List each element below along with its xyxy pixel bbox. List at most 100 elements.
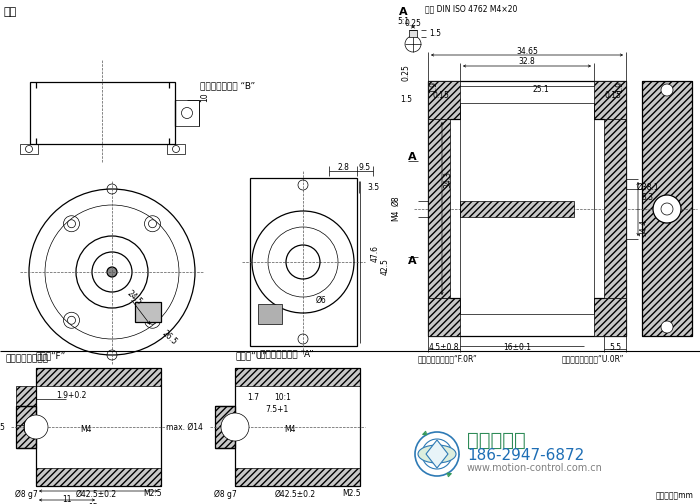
Text: Ø8 g7: Ø8 g7 [15, 489, 37, 498]
Text: 轴套: 轴套 [4, 7, 18, 17]
Bar [642, 81, 692, 336]
Text: 26.5: 26.5 [160, 329, 178, 347]
Text: 34.4: 34.4 [640, 219, 648, 235]
Text: 1.5: 1.5 [429, 29, 441, 37]
Text: Ø37.5: Ø37.5 [0, 422, 6, 431]
Bar [235, 468, 360, 486]
Bar [428, 119, 450, 298]
Bar [235, 368, 360, 386]
Bar [36, 368, 161, 486]
Text: M4: M4 [80, 424, 92, 433]
Text: 25.1: 25.1 [533, 85, 550, 94]
Text: 5.5: 5.5 [609, 343, 621, 351]
Circle shape [24, 415, 48, 439]
Text: 34.3: 34.3 [444, 170, 452, 187]
Text: 186-2947-6872: 186-2947-6872 [467, 448, 584, 463]
Text: 0.15: 0.15 [605, 92, 622, 100]
Text: Ø8: Ø8 [391, 196, 400, 206]
Circle shape [107, 267, 117, 277]
Polygon shape [426, 440, 448, 468]
Text: 10:1: 10:1 [274, 393, 291, 402]
Text: M2.5: M2.5 [144, 489, 162, 498]
Bar [594, 81, 626, 119]
Text: max. Ø14: max. Ø14 [166, 422, 203, 431]
Circle shape [148, 220, 157, 228]
Circle shape [148, 317, 157, 324]
Bar [258, 304, 282, 324]
Bar [16, 386, 36, 425]
Text: 42.5: 42.5 [381, 259, 389, 276]
Text: Ø38.1: Ø38.1 [637, 182, 659, 192]
Text: 8.3: 8.3 [642, 193, 654, 202]
Text: 连接：轴向电缆 “A”: 连接：轴向电缆 “A” [260, 349, 314, 358]
Text: M2.5: M2.5 [343, 489, 361, 498]
Text: M4: M4 [391, 209, 400, 221]
Text: 1.9: 1.9 [430, 81, 438, 93]
Bar [250, 178, 357, 346]
Circle shape [422, 439, 452, 469]
Text: 0.15: 0.15 [433, 92, 449, 100]
Text: 要求的匹配轴尺寸: 要求的匹配轴尺寸 [5, 354, 48, 363]
Bar [16, 406, 36, 448]
Text: 7.5+1: 7.5+1 [265, 405, 288, 413]
Text: Ø6: Ø6 [316, 295, 326, 304]
Bar [428, 298, 460, 336]
Bar [428, 81, 460, 119]
Text: 法兰，保护，轴：“F.0R”: 法兰，保护，轴：“F.0R” [418, 354, 477, 363]
Text: 9.5: 9.5 [359, 163, 371, 172]
Text: A: A [407, 152, 416, 162]
Bar [594, 298, 626, 336]
Bar [460, 103, 594, 314]
Bar [20, 144, 38, 154]
Text: 4.5±0.8: 4.5±0.8 [428, 343, 459, 351]
Circle shape [67, 317, 76, 324]
Circle shape [415, 432, 459, 476]
FancyBboxPatch shape [135, 302, 161, 322]
Text: 32.8: 32.8 [519, 57, 536, 67]
Text: 2.8: 2.8 [337, 163, 349, 172]
Text: Ø42.5±0.2: Ø42.5±0.2 [274, 489, 316, 498]
Bar [36, 368, 161, 386]
Circle shape [661, 203, 673, 215]
Ellipse shape [418, 445, 456, 463]
Circle shape [67, 220, 76, 228]
Bar [642, 81, 692, 336]
Text: 法兰：“F”: 法兰：“F” [36, 351, 66, 360]
Text: A: A [399, 7, 407, 17]
Text: 连接：径向电缆 “B”: 连接：径向电缆 “B” [200, 82, 255, 91]
Text: A: A [407, 256, 416, 266]
Bar [215, 406, 235, 448]
Text: www.motion-control.com.cn: www.motion-control.com.cn [467, 463, 603, 473]
Text: 0.25: 0.25 [405, 19, 421, 28]
Text: 1.9: 1.9 [615, 81, 624, 93]
Circle shape [661, 84, 673, 96]
Text: 法兰，保护，轴：“U.0R”: 法兰，保护，轴：“U.0R” [562, 354, 624, 363]
Text: 贺钉 DIN ISO 4762 M4×20: 贺钉 DIN ISO 4762 M4×20 [425, 5, 517, 14]
Text: 47.6: 47.6 [370, 245, 379, 263]
Circle shape [653, 195, 681, 223]
Bar [175, 100, 199, 126]
Text: 10: 10 [200, 92, 209, 102]
Bar [167, 144, 185, 154]
Bar [235, 368, 360, 486]
Circle shape [661, 321, 673, 333]
Bar [36, 468, 161, 486]
Text: 西安德伍拓: 西安德伍拓 [467, 430, 526, 450]
Text: 5:1: 5:1 [397, 18, 409, 27]
Bar [428, 81, 626, 336]
Text: M4: M4 [284, 424, 295, 433]
Bar [460, 201, 574, 217]
Text: 11: 11 [62, 495, 71, 504]
Text: 尺寸单位：mm: 尺寸单位：mm [656, 491, 694, 500]
Text: 1.7: 1.7 [247, 393, 259, 402]
Bar [604, 119, 626, 298]
Text: 0.25: 0.25 [402, 65, 410, 82]
Text: Ø8 g7: Ø8 g7 [214, 489, 237, 498]
Text: 24.5: 24.5 [125, 289, 144, 307]
Text: Ø42.5±0.2: Ø42.5±0.2 [76, 489, 117, 498]
Text: 16±0.1: 16±0.1 [503, 343, 531, 351]
Circle shape [221, 413, 249, 441]
Text: 34.65: 34.65 [516, 46, 538, 55]
Bar [215, 406, 235, 448]
Bar [409, 30, 417, 37]
